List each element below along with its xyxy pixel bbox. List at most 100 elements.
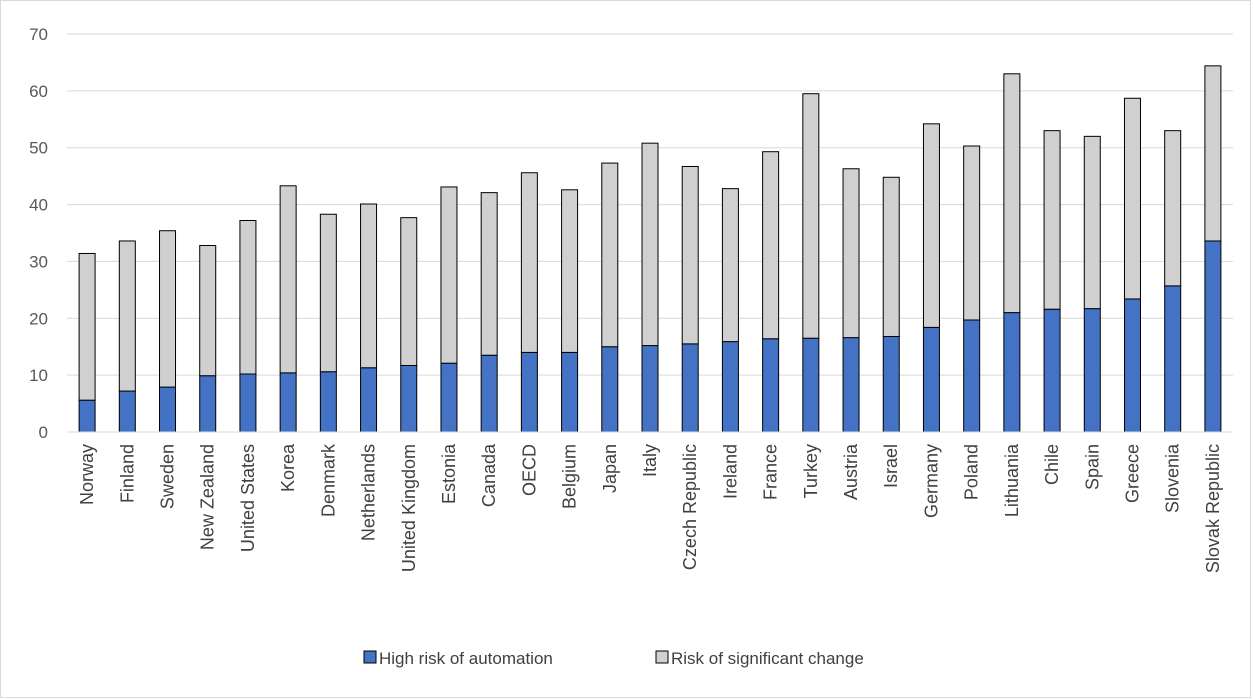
x-category-label-japan: Japan — [600, 444, 620, 493]
x-category-label-korea: Korea — [278, 443, 298, 492]
x-category-label-estonia: Estonia — [439, 443, 459, 504]
bar-spain-series-1 — [1083, 135, 1101, 310]
bar-belgium-series-0 — [561, 351, 579, 433]
x-category-label-france: France — [761, 444, 781, 500]
bar-austria-series-1 — [842, 168, 860, 339]
x-category-label-israel: Israel — [881, 444, 901, 488]
y-tick-label-60: 60 — [29, 82, 48, 101]
x-category-label-spain: Spain — [1082, 444, 1102, 490]
bar-austria-series-0 — [842, 337, 860, 433]
bar-oecd-series-0 — [520, 351, 538, 433]
bar-lithuania-series-0 — [1003, 312, 1021, 433]
x-category-label-ireland: Ireland — [720, 444, 740, 499]
x-category-label-lithuania: Lithuania — [1002, 443, 1022, 517]
bar-slovenia-series-1 — [1164, 130, 1182, 287]
bar-finland-series-1 — [118, 240, 136, 392]
x-category-label-italy: Italy — [640, 444, 660, 477]
bar-sweden-series-0 — [159, 386, 177, 433]
bar-korea-series-0 — [279, 372, 297, 433]
bar-denmark-series-0 — [319, 371, 337, 433]
y-tick-label-70: 70 — [29, 25, 48, 44]
bar-ireland-series-0 — [721, 341, 739, 433]
x-category-label-austria: Austria — [841, 443, 861, 500]
legend-swatch-high-risk — [363, 650, 377, 664]
y-tick-label-0: 0 — [39, 423, 48, 442]
bar-finland-series-0 — [118, 390, 136, 433]
legend-label-significant-change: Risk of significant change — [671, 649, 864, 668]
x-category-label-sweden: Sweden — [158, 444, 178, 509]
bar-slovak-republic-series-0 — [1204, 240, 1222, 433]
x-category-label-new-zealand: New Zealand — [198, 444, 218, 550]
bar-turkey-series-1 — [802, 93, 820, 339]
x-category-label-germany: Germany — [921, 444, 941, 518]
bar-estonia-series-0 — [440, 362, 458, 433]
bar-israel-series-1 — [882, 176, 900, 337]
bar-greece-series-1 — [1123, 97, 1141, 300]
x-category-label-poland: Poland — [962, 444, 982, 500]
x-category-label-united-states: United States — [238, 444, 258, 552]
x-category-label-belgium: Belgium — [560, 444, 580, 509]
x-category-label-chile: Chile — [1042, 444, 1062, 485]
bar-norway-series-1 — [78, 252, 96, 401]
x-category-label-czech-republic: Czech Republic — [680, 444, 700, 570]
bar-chile-series-0 — [1043, 308, 1061, 433]
bar-oecd-series-1 — [520, 172, 538, 353]
legend-label-high-risk: High risk of automation — [379, 649, 553, 668]
x-category-label-turkey: Turkey — [801, 444, 821, 498]
bar-lithuania-series-1 — [1003, 73, 1021, 314]
bar-spain-series-0 — [1083, 308, 1101, 433]
bar-poland-series-1 — [963, 145, 981, 321]
bar-united-kingdom-series-1 — [400, 217, 418, 366]
bar-belgium-series-1 — [561, 189, 579, 353]
bar-new-zealand-series-1 — [199, 245, 217, 377]
legend-swatch-significant-change — [655, 650, 669, 664]
bar-italy-series-1 — [641, 142, 659, 347]
bar-united-kingdom-series-0 — [400, 364, 418, 433]
x-category-label-oecd: OECD — [519, 444, 539, 496]
bar-france-series-1 — [762, 151, 780, 340]
y-tick-label-40: 40 — [29, 196, 48, 215]
bar-denmark-series-1 — [319, 213, 337, 373]
y-tick-label-20: 20 — [29, 309, 48, 328]
x-category-label-canada: Canada — [479, 443, 499, 507]
x-category-label-slovenia: Slovenia — [1163, 443, 1183, 513]
bar-canada-series-1 — [480, 192, 498, 356]
bar-greece-series-0 — [1123, 298, 1141, 433]
x-category-label-netherlands: Netherlands — [359, 444, 379, 541]
x-category-label-finland: Finland — [117, 444, 137, 503]
y-tick-label-50: 50 — [29, 139, 48, 158]
y-tick-label-10: 10 — [29, 366, 48, 385]
x-category-label-norway: Norway — [77, 444, 97, 505]
bar-turkey-series-0 — [802, 337, 820, 433]
bar-japan-series-1 — [601, 162, 619, 348]
bar-czech-republic-series-1 — [681, 165, 699, 345]
bar-norway-series-0 — [78, 399, 96, 433]
bar-japan-series-0 — [601, 346, 619, 433]
bar-israel-series-0 — [882, 335, 900, 433]
x-category-label-slovak-republic: Slovak Republic — [1203, 444, 1223, 573]
bar-chile-series-1 — [1043, 130, 1061, 310]
y-axis-tick-labels: 0 10 20 30 40 50 60 70 — [29, 25, 48, 442]
legend: High risk of automation Risk of signific… — [363, 649, 864, 668]
x-category-label-united-kingdom: United Kingdom — [399, 444, 419, 572]
bar-czech-republic-series-0 — [681, 343, 699, 433]
bar-estonia-series-1 — [440, 186, 458, 364]
bar-poland-series-0 — [963, 319, 981, 433]
bar-italy-series-0 — [641, 345, 659, 433]
bar-new-zealand-series-0 — [199, 375, 217, 433]
bars — [78, 65, 1222, 433]
x-category-label-greece: Greece — [1122, 444, 1142, 503]
bar-united-states-series-0 — [239, 373, 257, 433]
bar-united-states-series-1 — [239, 219, 257, 375]
bar-ireland-series-1 — [721, 188, 739, 343]
y-tick-label-30: 30 — [29, 252, 48, 271]
bar-slovak-republic-series-1 — [1204, 65, 1222, 242]
bar-netherlands-series-0 — [360, 367, 378, 433]
bar-france-series-0 — [762, 338, 780, 433]
bar-germany-series-0 — [922, 326, 940, 433]
bar-netherlands-series-1 — [360, 203, 378, 369]
bar-slovenia-series-0 — [1164, 285, 1182, 433]
bar-korea-series-1 — [279, 185, 297, 374]
